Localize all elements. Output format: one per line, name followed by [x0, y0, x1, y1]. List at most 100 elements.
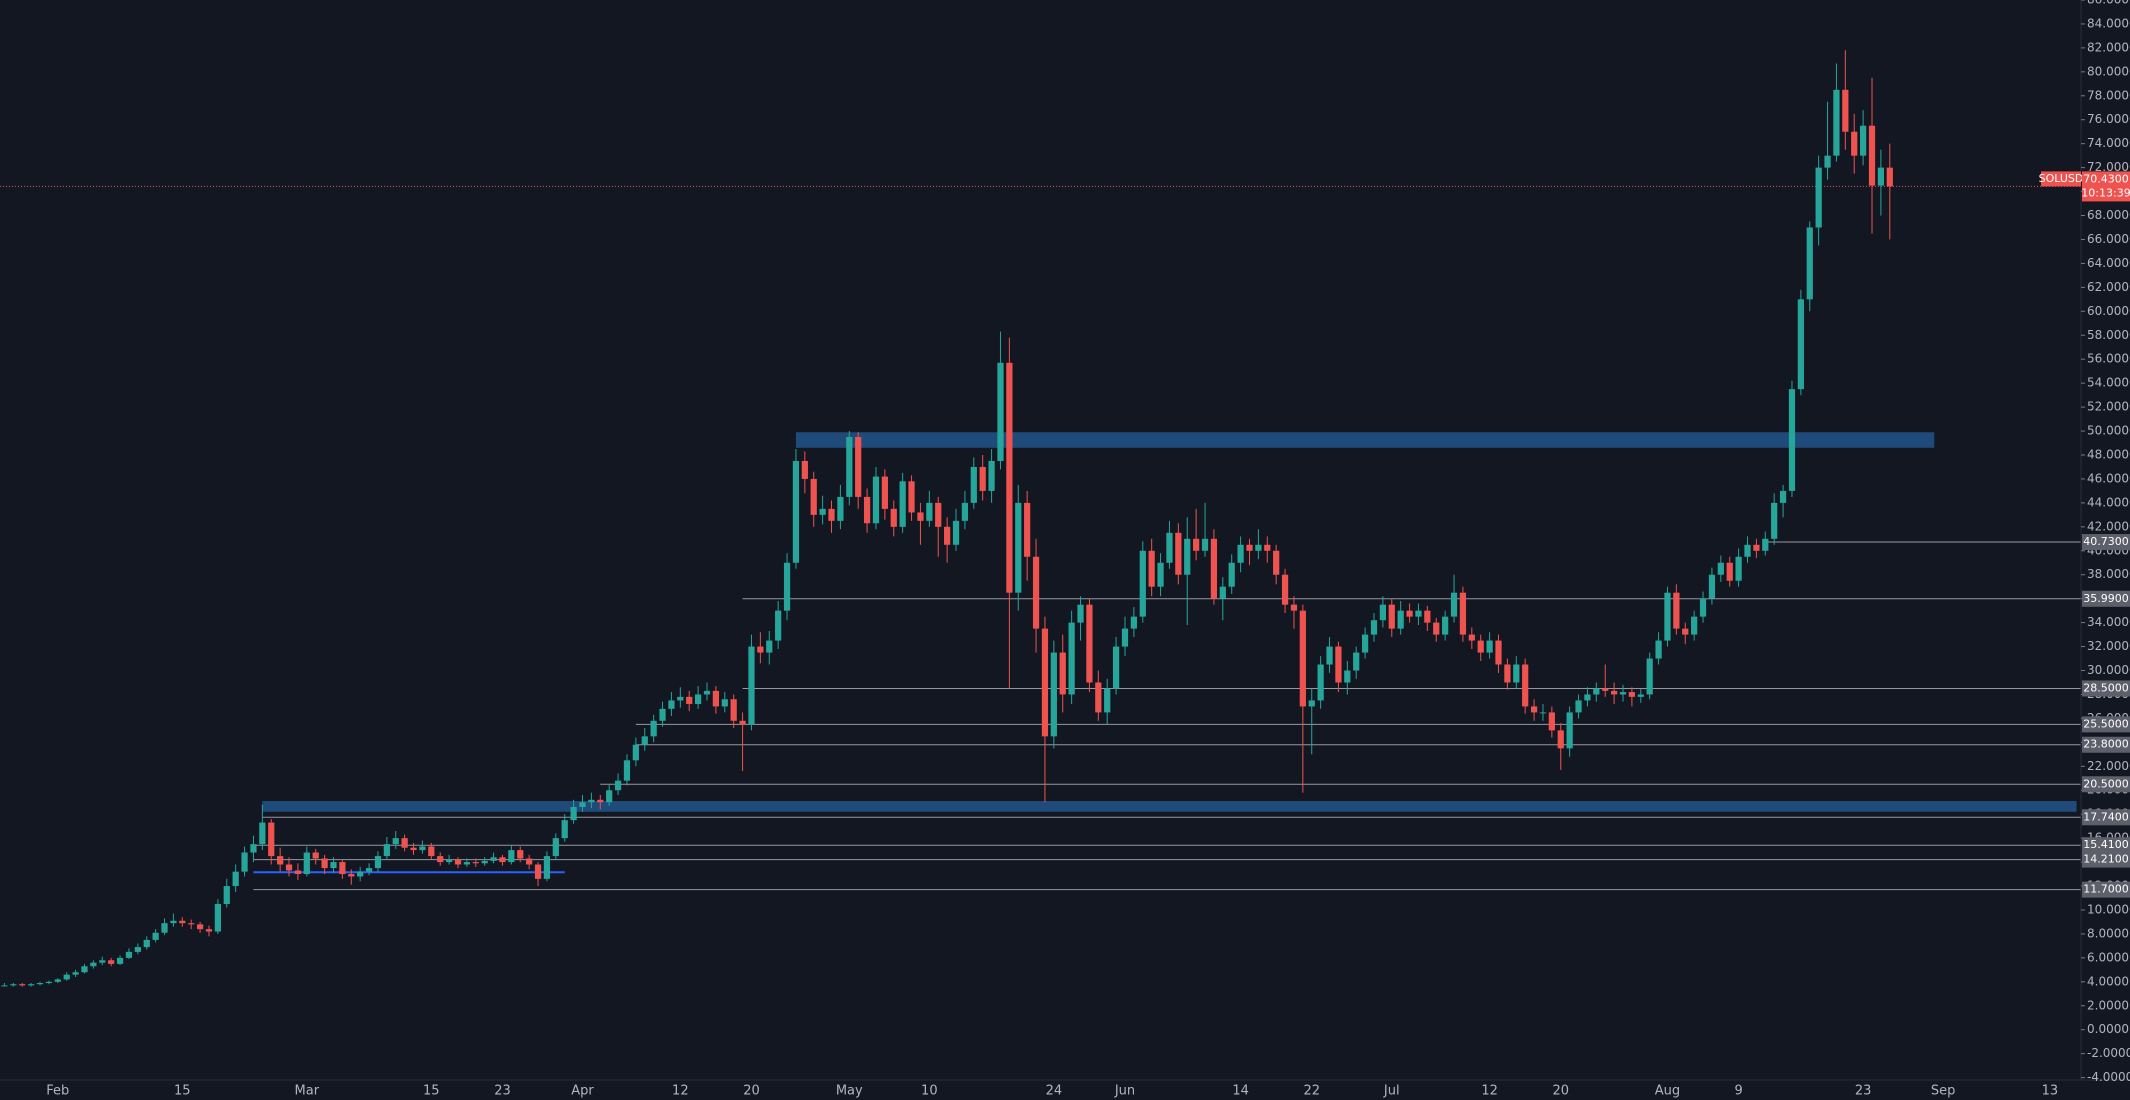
candle-body: [63, 974, 70, 980]
candle-body: [1379, 604, 1386, 621]
level-badge: [2082, 837, 2130, 854]
x-tick-label: 13: [2042, 1084, 2059, 1099]
candle-body: [899, 481, 906, 527]
level-badge: [2082, 716, 2130, 733]
candle-body: [1619, 692, 1627, 695]
candle-body: [99, 960, 106, 963]
x-tick-label: 20: [1552, 1084, 1569, 1099]
candle-body: [1584, 694, 1591, 701]
level-badge: [2082, 736, 2130, 753]
candle-body: [944, 526, 951, 545]
candle-body: [116, 957, 124, 964]
y-tick-label: 48.0000: [2087, 447, 2130, 461]
candle-body: [108, 960, 115, 964]
candle-body: [241, 852, 248, 872]
candle-body: [1566, 712, 1573, 749]
candle-body: [1130, 616, 1137, 629]
candle-body: [570, 807, 577, 821]
candle-body: [170, 920, 177, 924]
y-tick-label: -4.0000: [2087, 1070, 2130, 1084]
candle-body: [757, 646, 764, 653]
candle-body: [1459, 592, 1467, 635]
candle-body: [1077, 604, 1084, 623]
candle-body: [863, 496, 871, 524]
candle-body: [214, 903, 221, 932]
candle-body: [1753, 544, 1760, 551]
y-tick-label: 44.0000: [2087, 495, 2130, 509]
y-tick-label: 64.0000: [2087, 256, 2130, 270]
candle-body: [1397, 610, 1404, 629]
candle-body: [472, 862, 479, 864]
candle-body: [1335, 646, 1342, 683]
candle-body: [1237, 544, 1244, 563]
candle-body: [1655, 640, 1662, 659]
candle-body: [72, 972, 79, 975]
candle-body: [268, 822, 275, 857]
candle-body: [801, 460, 808, 479]
x-tick-label: 15: [423, 1084, 440, 1099]
candle-body: [1682, 628, 1689, 635]
candle-body: [1, 985, 8, 987]
candle-body: [81, 966, 88, 973]
candle-body: [365, 868, 373, 872]
candle-body: [312, 852, 319, 859]
candle-body: [650, 720, 657, 737]
level-badge: [2082, 881, 2130, 898]
price-badge: [2082, 171, 2130, 202]
candle-body: [1779, 490, 1787, 503]
y-tick-label: 6.0000: [2087, 950, 2129, 964]
candle-body: [508, 850, 515, 863]
candle-body: [819, 508, 826, 515]
candle-body: [1851, 131, 1858, 156]
candle-body: [1877, 167, 1885, 186]
candle-body: [935, 502, 942, 527]
candle-body: [1593, 688, 1600, 695]
x-tick-label: 24: [1046, 1084, 1063, 1099]
candle-body: [1788, 389, 1796, 491]
x-tick-label: Mar: [295, 1084, 320, 1099]
candle-body: [10, 984, 17, 986]
candle-body: [1281, 574, 1289, 605]
x-tick-label: 23: [494, 1084, 511, 1099]
candle-body: [188, 923, 195, 925]
candle-body: [1726, 562, 1733, 581]
y-tick-label: 10.0000: [2087, 902, 2130, 916]
candle-body: [1442, 616, 1449, 635]
candle-body: [196, 924, 204, 930]
candle-body: [1344, 670, 1351, 683]
candle-body: [783, 562, 791, 611]
candle-body: [926, 502, 933, 521]
x-tick-label: 10: [921, 1084, 938, 1099]
candle-body: [54, 979, 61, 982]
candle-body: [223, 886, 230, 904]
candle-body: [614, 780, 622, 791]
candle-body: [1806, 227, 1813, 300]
candle-body: [588, 799, 595, 803]
candle-body: [1210, 538, 1218, 599]
candle-body: [721, 699, 728, 707]
zone: [262, 801, 2077, 812]
y-tick-label: 0.0000: [2087, 1022, 2129, 1036]
level-label: 25.5000: [2083, 717, 2129, 730]
level-label: 11.7000: [2083, 883, 2129, 896]
candle-body: [1032, 556, 1040, 629]
candle-body: [28, 984, 35, 986]
candle-body: [1504, 664, 1511, 683]
candle-body: [1886, 167, 1893, 187]
candle-body: [686, 696, 693, 705]
candle-body: [766, 640, 773, 653]
candle-body: [855, 437, 862, 497]
candle-body: [1148, 550, 1155, 587]
candle-body: [330, 862, 337, 869]
y-tick-label: 30.0000: [2087, 663, 2130, 677]
level-label: 28.5000: [2083, 681, 2129, 694]
candle-body: [1575, 700, 1582, 713]
candle-body: [917, 512, 924, 521]
candle-body: [143, 939, 150, 948]
candle-body: [1317, 664, 1324, 701]
candle-body: [1121, 628, 1129, 647]
candle-body: [232, 871, 239, 887]
